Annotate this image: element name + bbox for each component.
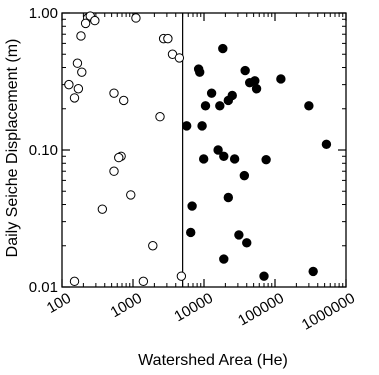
open-data-point [64,79,74,90]
x-tick-label: 1000000 [299,290,358,334]
filled-data-point [197,121,207,131]
filled-data-point [181,121,192,131]
filled-data-point [242,238,252,248]
y-axis: 0.01 0.10 1.00 [29,5,346,296]
filled-data-point [234,230,244,240]
open-data-point [69,93,80,103]
filled-data-point [218,43,228,54]
open-data-point [76,31,86,41]
open-data-point [174,53,185,63]
open-data-point [80,18,91,29]
filled-data-point [304,101,314,111]
filled-data-point [223,192,234,203]
open-data-point [90,15,100,26]
open-data-point [163,33,173,44]
open-data-point [72,58,83,68]
filled-data-point [251,84,262,94]
filled-data-point [200,101,211,111]
x-tick-label: 10000 [171,290,216,326]
open-data-point [109,166,119,176]
filled-data-point [276,74,286,84]
filled-data-point [186,227,196,238]
open-data-point [126,190,136,200]
open-data-point [119,95,129,106]
open-data-point [69,276,80,287]
open-data-point [77,67,87,77]
filled-data-point [213,145,223,155]
open-data-point [155,112,165,122]
open-data-point [131,13,141,23]
y-tick-label: 0.10 [29,142,58,159]
open-data-point [176,271,187,281]
filled-data-point [240,65,250,76]
filled-data-point [239,170,250,181]
filled-data-point [206,88,217,98]
filled-data-point [250,76,260,86]
filled-data-point [223,95,234,106]
filled-data-point [195,67,205,77]
filled-data-point [321,139,332,150]
filled-data-point [215,101,225,111]
open-data-point [138,276,149,287]
plot-frame [61,12,347,288]
plot-area [61,12,347,288]
filled-data-point [229,154,240,164]
x-axis-title: Watershed Area (He) [138,352,288,369]
open-data-point [97,204,108,214]
x-axis: 100 1000 10000 100000 1000000 [44,13,358,334]
filled-data-point [259,271,269,281]
filled-data-point [187,201,197,211]
filled-data-point [308,266,318,277]
x-tick-label: 1000 [108,290,145,321]
x-tick-label: 100000 [235,290,287,330]
filled-data-point [219,151,229,161]
data-points [64,11,332,287]
y-tick-label: 1.00 [29,5,58,22]
filled-data-point [219,254,229,264]
open-data-point [73,84,84,94]
y-axis-title: Daily Seiche Displacement (m) [4,39,21,258]
open-data-point [148,241,158,251]
open-data-point [114,152,124,163]
open-data-point [109,88,119,98]
y-tick-label: 0.01 [29,279,58,296]
filled-data-point [261,154,271,165]
filled-data-point [198,154,209,164]
